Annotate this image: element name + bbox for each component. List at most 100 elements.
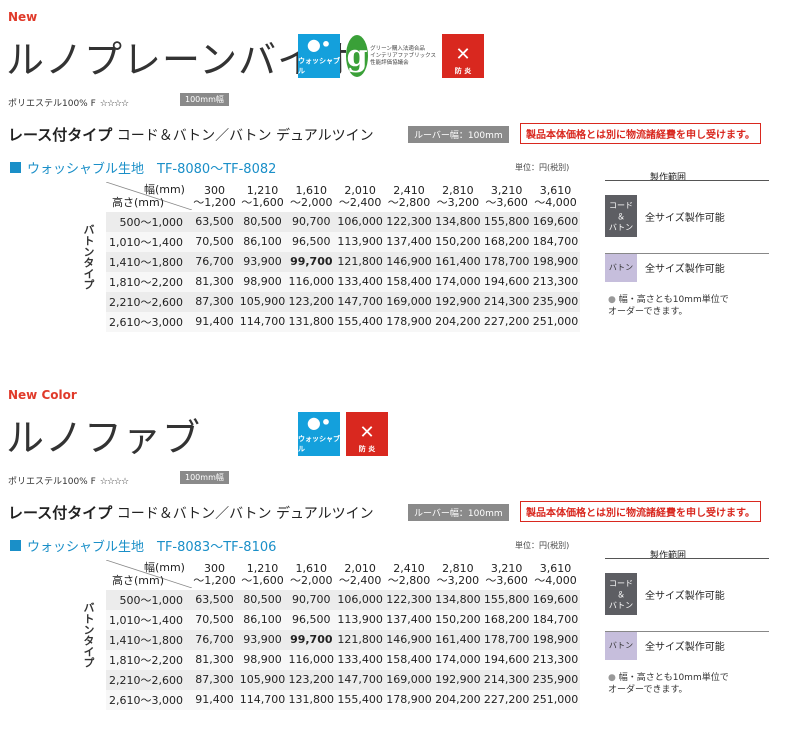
formaldehyde-grade: F [90, 99, 96, 109]
price-cell: 131,800 [286, 311, 336, 332]
column-header: 300 〜1,200 [190, 560, 239, 590]
price-cell: 70,500 [190, 609, 239, 630]
price-cell: 214,300 [482, 669, 532, 690]
price-cell: 213,300 [531, 649, 580, 670]
note-line-2: オーダーできます。 [608, 685, 688, 695]
column-header: 2,810 〜3,200 [433, 182, 483, 212]
side-label-cord-baton: コード＆バトンタイプ [10, 182, 70, 332]
certification-icons: ●• ウォッシャブル g グリーン購入法適合品 インテリアファブリックス 性能評価協議会 ✕… [298, 34, 484, 78]
price-cell: 137,400 [384, 231, 434, 252]
height-range-cell: 1,810〜2,200 [106, 271, 191, 292]
price-unit: 単位：円(税別) [515, 163, 570, 172]
price-table: コード＆バトンタイプ バトンタイプ 幅(mm) 高さ(mm) 300 〜1,200 1,21… [10, 560, 580, 710]
column-header: 2,010 〜2,400 [335, 182, 385, 212]
range-box: コード＆バトン 全サイズ製作可能 バトン 全サイズ製作可能 [605, 558, 769, 663]
range-row-baton: バトン 全サイズ製作可能 [605, 253, 769, 282]
price-cell: 121,800 [335, 629, 385, 650]
blue-square-icon [10, 540, 21, 551]
price-cell: 155,800 [482, 589, 532, 610]
material-text: ポリエステル100% [8, 99, 88, 109]
price-cell: 114,700 [238, 311, 287, 332]
price-cell: 76,700 [190, 251, 239, 272]
product-title: ルノプレーンバイオ [6, 38, 356, 82]
price-cell: 147,700 [335, 669, 385, 690]
width-label: 幅(mm) [143, 561, 185, 574]
price-cell: 204,200 [433, 311, 483, 332]
product-title: ルノファブ [6, 416, 202, 460]
type-bold: レース付タイプ [8, 504, 113, 522]
fabric-subtitle: ウォッシャブル生地 TF-8083〜TF-8106 [10, 536, 276, 555]
price-cell: 155,400 [335, 689, 385, 710]
price-cell: 192,900 [433, 291, 483, 312]
price-cell: 106,000 [335, 589, 385, 610]
price-cell: 194,600 [482, 649, 532, 670]
flameproof-icon: ✕ 防 炎 [442, 34, 484, 78]
table-row: 1,410〜1,800 76,700 93,900 99,700 121,800 146,… [10, 251, 580, 272]
price-cell: 106,000 [335, 211, 385, 232]
price-cell: 80,500 [238, 211, 287, 232]
price-cell: 169,600 [531, 211, 580, 232]
washable-icon: ●• ウォッシャブル [298, 34, 340, 78]
material-text: ポリエステル100% [8, 477, 88, 487]
price-cell: 178,900 [384, 689, 434, 710]
note-line-1: 幅・高さとも10mm単位で [618, 673, 729, 683]
price-cell: 235,900 [531, 669, 580, 690]
material-spec: ポリエステル100% F ☆☆☆☆ [8, 96, 129, 109]
type-bold: レース付タイプ [8, 126, 113, 144]
price-cell: 63,500 [190, 211, 239, 232]
louver-badge: 100mm幅 [180, 471, 229, 484]
price-cell: 169,000 [384, 291, 434, 312]
price-cell: 169,000 [384, 669, 434, 690]
price-cell: 87,300 [190, 291, 239, 312]
table-row: 1,810〜2,200 81,300 98,900 116,000 133,400 158… [10, 649, 580, 670]
price-unit: 単位：円(税別) [515, 541, 570, 550]
flame-icon: ✕ [455, 44, 471, 65]
table-row: 2,210〜2,600 87,300 105,900 123,200 147,700 16… [10, 669, 580, 690]
range-note: ● 幅・高さとも10mm単位で オーダーできます。 [608, 294, 729, 318]
table-row: 500〜1,000 63,500 80,500 90,700 106,000 122,30… [10, 589, 580, 610]
height-range-cell: 1,410〜1,800 [106, 251, 191, 272]
star-rating: ☆☆☆☆ [99, 477, 129, 487]
price-cell: 214,300 [482, 291, 532, 312]
price-cell: 70,500 [190, 231, 239, 252]
g-logo-icon: g [346, 35, 369, 77]
range-row-baton: バトン 全サイズ製作可能 [605, 631, 769, 660]
price-cell: 98,900 [238, 649, 287, 670]
price-cell: 90,700 [286, 211, 336, 232]
price-cell: 194,600 [482, 271, 532, 292]
price-cell: 63,500 [190, 589, 239, 610]
table-row: 2,610〜3,000 91,400 114,700 131,800 155,400 17… [10, 311, 580, 332]
price-cell: 93,900 [238, 629, 287, 650]
column-header: 1,610 〜2,000 [286, 182, 336, 212]
price-cell: 134,800 [433, 211, 483, 232]
table-row: 1,810〜2,200 81,300 98,900 116,000 133,400 158… [10, 271, 580, 292]
column-header: 1,210 〜1,600 [238, 182, 287, 212]
height-range-cell: 500〜1,000 [106, 211, 191, 232]
price-cell: 134,800 [433, 589, 483, 610]
price-cell: 235,900 [531, 291, 580, 312]
price-table: コード＆バトンタイプ バトンタイプ 幅(mm) 高さ(mm) 300 〜1,200 1,21… [10, 182, 580, 332]
range-row-cord-baton: コード＆バトン 全サイズ製作可能 [605, 195, 769, 237]
column-header: 300 〜1,200 [190, 182, 239, 212]
icon-label: 防 炎 [358, 445, 376, 453]
flame-icon: ✕ [359, 422, 375, 443]
bubbles-icon: ●• [306, 413, 332, 432]
price-cell: 198,900 [531, 251, 580, 272]
range-label: コード＆バトン [605, 573, 637, 615]
price-cell: 251,000 [531, 689, 580, 710]
column-header: 2,010 〜2,400 [335, 560, 385, 590]
price-cell: 121,800 [335, 251, 385, 272]
price-cell: 81,300 [190, 649, 239, 670]
formaldehyde-grade: F [90, 477, 96, 487]
type-rest: コード＆バトン／バトン デュアルツイン [116, 128, 374, 144]
range-note: ● 幅・高さとも10mm単位で オーダーできます。 [608, 672, 729, 696]
product-section: New ルノプレーンバイオ ●• ウォッシャブル g グリーン購入法適合品 インテリアフ… [0, 0, 800, 370]
price-cell: 213,300 [531, 271, 580, 292]
price-cell: 137,400 [384, 609, 434, 630]
price-cell: 174,000 [433, 649, 483, 670]
price-cell: 105,900 [238, 669, 287, 690]
price-cell: 76,700 [190, 629, 239, 650]
flameproof-icon: ✕ 防 炎 [346, 412, 388, 456]
table-row: 1,410〜1,800 76,700 93,900 99,700 121,800 146,… [10, 629, 580, 650]
range-value: 全サイズ製作可能 [645, 264, 725, 275]
